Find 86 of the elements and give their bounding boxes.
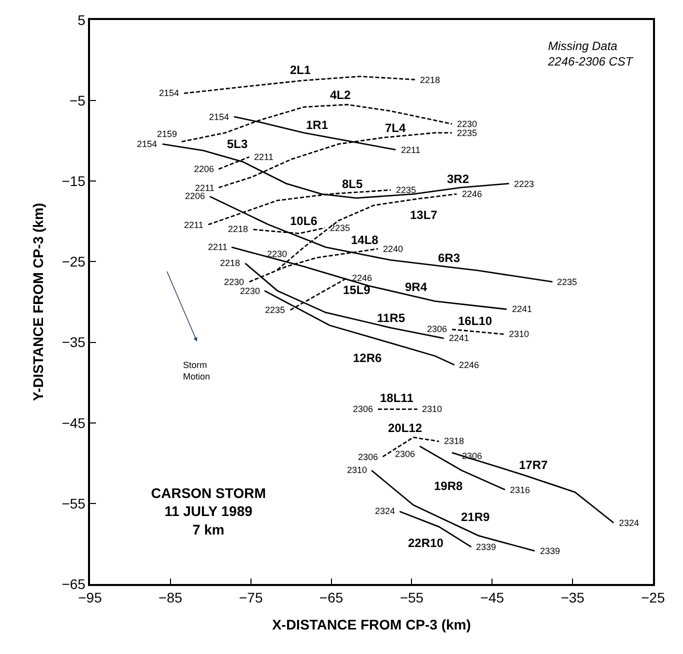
series-label: 7L4	[385, 121, 406, 135]
x-tick-label: −55	[400, 590, 424, 606]
annotation: 2324	[375, 506, 396, 516]
y-tick-label: −65	[62, 576, 86, 592]
annotation: 2235	[330, 223, 350, 233]
annotation: 2230	[267, 249, 288, 259]
series-label: 5L3	[227, 137, 248, 151]
series-label: 1R1	[306, 118, 328, 132]
series-label: 12R6	[353, 351, 382, 365]
x-tick-label: −85	[158, 590, 183, 606]
series-label: 16L10	[458, 314, 492, 328]
annotation: 2316	[510, 485, 530, 495]
annotation: 2318	[444, 436, 464, 446]
x-tick-label: −45	[480, 590, 504, 606]
annotation: 2223	[514, 179, 534, 189]
annotation: 2230	[457, 119, 478, 129]
series-label: 22R10	[408, 536, 444, 550]
annotation: 2339	[476, 542, 496, 552]
annotation: 2310	[347, 465, 368, 475]
y-tick-label: −5	[69, 92, 86, 108]
annotation: 2246	[459, 360, 480, 370]
x-tick-label: −25	[641, 590, 666, 606]
annotation: 2218	[420, 75, 440, 85]
annotation: 2154	[209, 112, 230, 122]
annotation: 2206	[185, 191, 206, 201]
series-label: 3R2	[447, 172, 470, 186]
annotation: 2154	[159, 88, 180, 98]
annotation: 2218	[228, 224, 248, 234]
annotation: 2230	[224, 277, 244, 287]
x-tick-label: −65	[319, 590, 344, 606]
x-tick-label: −35	[560, 590, 585, 606]
annotation: 2211	[195, 183, 214, 193]
annotation: Storm Motion	[183, 360, 210, 382]
y-tick-label: −45	[62, 414, 86, 431]
series-label: 15L9	[343, 283, 371, 297]
series-label: 14L8	[351, 233, 379, 247]
annotation: 2306	[427, 324, 448, 334]
annotation: 2235	[396, 185, 416, 195]
annotation: 2211	[208, 242, 228, 252]
annotation: 2240	[383, 244, 404, 254]
annotation: 2235	[457, 128, 478, 138]
y-tick-label: −55	[62, 495, 86, 512]
annotation: 2235	[265, 305, 286, 315]
series-label: 10L6	[290, 214, 318, 228]
series-label: 19R8	[434, 479, 464, 493]
annotation: 2206	[194, 164, 214, 174]
annotation: 2211	[254, 152, 274, 162]
annotation: 2339	[540, 546, 560, 556]
x-axis-title: X-DISTANCE FROM CP-3 (km)	[272, 616, 471, 632]
series-label: 11R5	[377, 311, 406, 325]
series-label: 2L1	[290, 63, 312, 77]
annotation: Missing Data 2246-2306 CST	[547, 39, 634, 69]
annotation: 2211	[401, 145, 420, 155]
annotation: 2235	[557, 277, 578, 287]
annotation: 2306	[358, 452, 378, 462]
series-label: 13L7	[410, 208, 438, 222]
annotation: 2310	[422, 404, 442, 414]
x-tick-label: −95	[78, 590, 102, 606]
annotation: CARSON STORM 11 JULY 1989 7 km	[151, 485, 266, 538]
annotation: 2230	[240, 286, 260, 296]
y-tick-label: −25	[62, 254, 86, 270]
y-tick-label: 5	[78, 12, 86, 28]
annotation: 2154	[137, 139, 158, 149]
series-label: 20L12	[388, 421, 422, 435]
annotation: 2211	[184, 220, 204, 230]
y-tick-label: −15	[62, 173, 86, 190]
x-tick-label: −75	[238, 590, 263, 606]
series-label: 6R3	[438, 251, 460, 265]
annotation: 2246	[462, 189, 482, 199]
annotation: 2159	[157, 129, 178, 139]
annotation: 2246	[352, 273, 372, 283]
annotation: 2218	[220, 258, 240, 268]
series-label: 17R7	[519, 458, 548, 472]
annotation: 2310	[509, 329, 530, 339]
y-axis-title: Y-DISTANCE FROM CP-3 (km)	[30, 202, 46, 402]
series-label: 8L5	[342, 177, 364, 191]
annotation: 2241	[449, 333, 470, 343]
annotation: 2306	[353, 404, 374, 414]
annotation: 2306	[395, 449, 416, 459]
annotation: 2324	[619, 518, 640, 528]
series-label: 21R9	[461, 510, 490, 524]
annotation: 2241	[512, 304, 532, 314]
y-tick-label: −35	[62, 334, 86, 350]
series-label: 4L2	[330, 88, 352, 102]
series-label: 18L11	[380, 391, 414, 405]
series-label: 9R4	[405, 280, 428, 294]
